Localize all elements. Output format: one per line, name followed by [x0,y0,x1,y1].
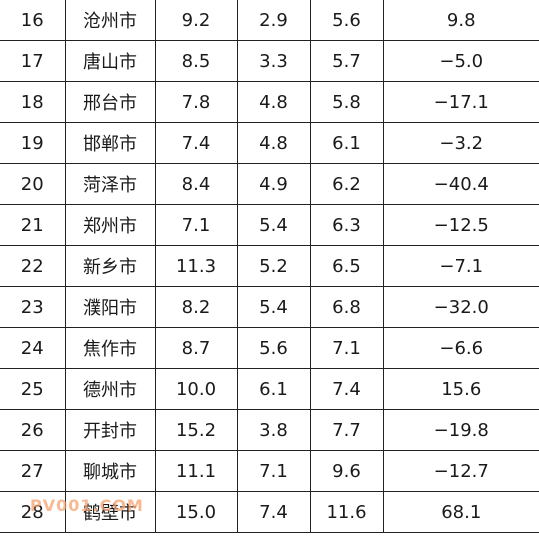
value-c-cell: 11.6 [309,491,384,533]
rank-cell: 25 [0,368,66,410]
value-d-cell: −40.4 [382,163,539,205]
value-d-cell: −32.0 [382,286,539,328]
city-cell: 濮阳市 [64,286,156,328]
value-d-cell: −7.1 [382,245,539,287]
value-b-cell: 5.4 [236,286,311,328]
value-b-cell: 4.8 [236,81,311,123]
table-row: 28 鹤壁市 15.0 7.4 11.6 68.1 [0,491,539,533]
value-b-cell: 3.3 [236,40,311,82]
value-a-cell: 8.5 [154,40,238,82]
value-b-cell: 5.6 [236,327,311,369]
city-cell: 沧州市 [64,0,156,41]
value-c-cell: 5.6 [309,0,384,41]
table-row: 27 聊城市 11.1 7.1 9.6 −12.7 [0,450,539,492]
value-d-cell: −5.0 [382,40,539,82]
value-d-cell: −12.5 [382,204,539,246]
value-b-cell: 7.4 [236,491,311,533]
rank-cell: 23 [0,286,66,328]
city-cell: 开封市 [64,409,156,451]
value-a-cell: 8.2 [154,286,238,328]
rank-cell: 27 [0,450,66,492]
value-a-cell: 7.4 [154,122,238,164]
value-d-cell: 9.8 [382,0,539,41]
value-b-cell: 4.8 [236,122,311,164]
value-a-cell: 7.8 [154,81,238,123]
value-b-cell: 5.4 [236,204,311,246]
city-cell: 新乡市 [64,245,156,287]
value-a-cell: 11.3 [154,245,238,287]
value-a-cell: 8.7 [154,327,238,369]
table-row: 18 邢台市 7.8 4.8 5.8 −17.1 [0,81,539,123]
rank-cell: 21 [0,204,66,246]
rank-cell: 18 [0,81,66,123]
city-cell: 唐山市 [64,40,156,82]
value-c-cell: 6.5 [309,245,384,287]
table-row: 26 开封市 15.2 3.8 7.7 −19.8 [0,409,539,451]
rank-cell: 22 [0,245,66,287]
value-d-cell: −6.6 [382,327,539,369]
table-row: 19 邯郸市 7.4 4.8 6.1 −3.2 [0,122,539,164]
rank-cell: 20 [0,163,66,205]
table-row: 17 唐山市 8.5 3.3 5.7 −5.0 [0,40,539,82]
value-d-cell: −19.8 [382,409,539,451]
value-a-cell: 10.0 [154,368,238,410]
table-row: 25 德州市 10.0 6.1 7.4 15.6 [0,368,539,410]
rank-cell: 19 [0,122,66,164]
value-d-cell: 68.1 [382,491,539,533]
value-c-cell: 6.3 [309,204,384,246]
city-cell: 菏泽市 [64,163,156,205]
rank-cell: 26 [0,409,66,451]
value-c-cell: 5.7 [309,40,384,82]
rank-cell: 28 [0,491,66,533]
city-cell: 郑州市 [64,204,156,246]
value-a-cell: 7.1 [154,204,238,246]
value-b-cell: 7.1 [236,450,311,492]
value-b-cell: 5.2 [236,245,311,287]
value-c-cell: 7.4 [309,368,384,410]
value-d-cell: −3.2 [382,122,539,164]
value-c-cell: 6.8 [309,286,384,328]
value-b-cell: 3.8 [236,409,311,451]
table-row: 24 焦作市 8.7 5.6 7.1 −6.6 [0,327,539,369]
value-a-cell: 9.2 [154,0,238,41]
city-cell: 鹤壁市 [64,491,156,533]
city-cell: 聊城市 [64,450,156,492]
value-c-cell: 5.8 [309,81,384,123]
value-b-cell: 4.9 [236,163,311,205]
table-row: 16 沧州市 9.2 2.9 5.6 9.8 [0,0,539,41]
value-a-cell: 15.2 [154,409,238,451]
value-d-cell: 15.6 [382,368,539,410]
value-c-cell: 7.7 [309,409,384,451]
value-d-cell: −12.7 [382,450,539,492]
value-c-cell: 6.2 [309,163,384,205]
value-c-cell: 7.1 [309,327,384,369]
value-c-cell: 9.6 [309,450,384,492]
rank-cell: 17 [0,40,66,82]
city-cell: 德州市 [64,368,156,410]
table-row: 21 郑州市 7.1 5.4 6.3 −12.5 [0,204,539,246]
city-cell: 邯郸市 [64,122,156,164]
value-a-cell: 11.1 [154,450,238,492]
value-b-cell: 2.9 [236,0,311,41]
value-a-cell: 15.0 [154,491,238,533]
city-cell: 邢台市 [64,81,156,123]
value-b-cell: 6.1 [236,368,311,410]
table-row: 23 濮阳市 8.2 5.4 6.8 −32.0 [0,286,539,328]
value-c-cell: 6.1 [309,122,384,164]
city-cell: 焦作市 [64,327,156,369]
value-d-cell: −17.1 [382,81,539,123]
table-row: 20 菏泽市 8.4 4.9 6.2 −40.4 [0,163,539,205]
table-row: 22 新乡市 11.3 5.2 6.5 −7.1 [0,245,539,287]
rank-cell: 16 [0,0,66,41]
value-a-cell: 8.4 [154,163,238,205]
rank-cell: 24 [0,327,66,369]
